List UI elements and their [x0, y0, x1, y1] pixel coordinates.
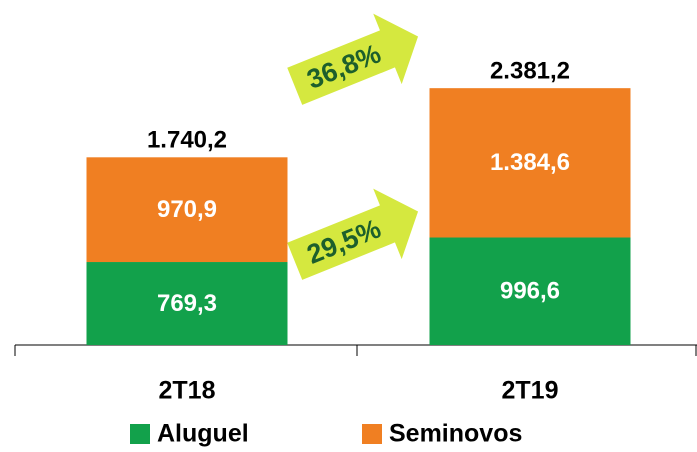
value-label: 769,3 — [157, 290, 217, 317]
value-label: 1.384,6 — [490, 149, 570, 176]
growth-arrow: 29,5% — [287, 188, 419, 280]
value-label: 970,9 — [157, 196, 217, 223]
legend-swatch — [130, 424, 150, 444]
x-tick-label: 2T18 — [159, 377, 216, 405]
bar-segment — [429, 237, 631, 345]
bar-segment — [86, 157, 288, 263]
total-label: 2.381,2 — [490, 58, 570, 85]
legend-label: Aluguel — [157, 420, 249, 448]
bar-segment — [86, 262, 288, 345]
legend-swatch — [362, 424, 382, 444]
total-label: 1.740,2 — [147, 127, 227, 154]
x-tick-label: 2T19 — [502, 377, 559, 405]
bar-segment — [429, 88, 631, 238]
legend-label: Seminovos — [389, 420, 522, 448]
value-label: 996,6 — [500, 278, 560, 305]
growth-arrow: 36,8% — [287, 13, 419, 105]
